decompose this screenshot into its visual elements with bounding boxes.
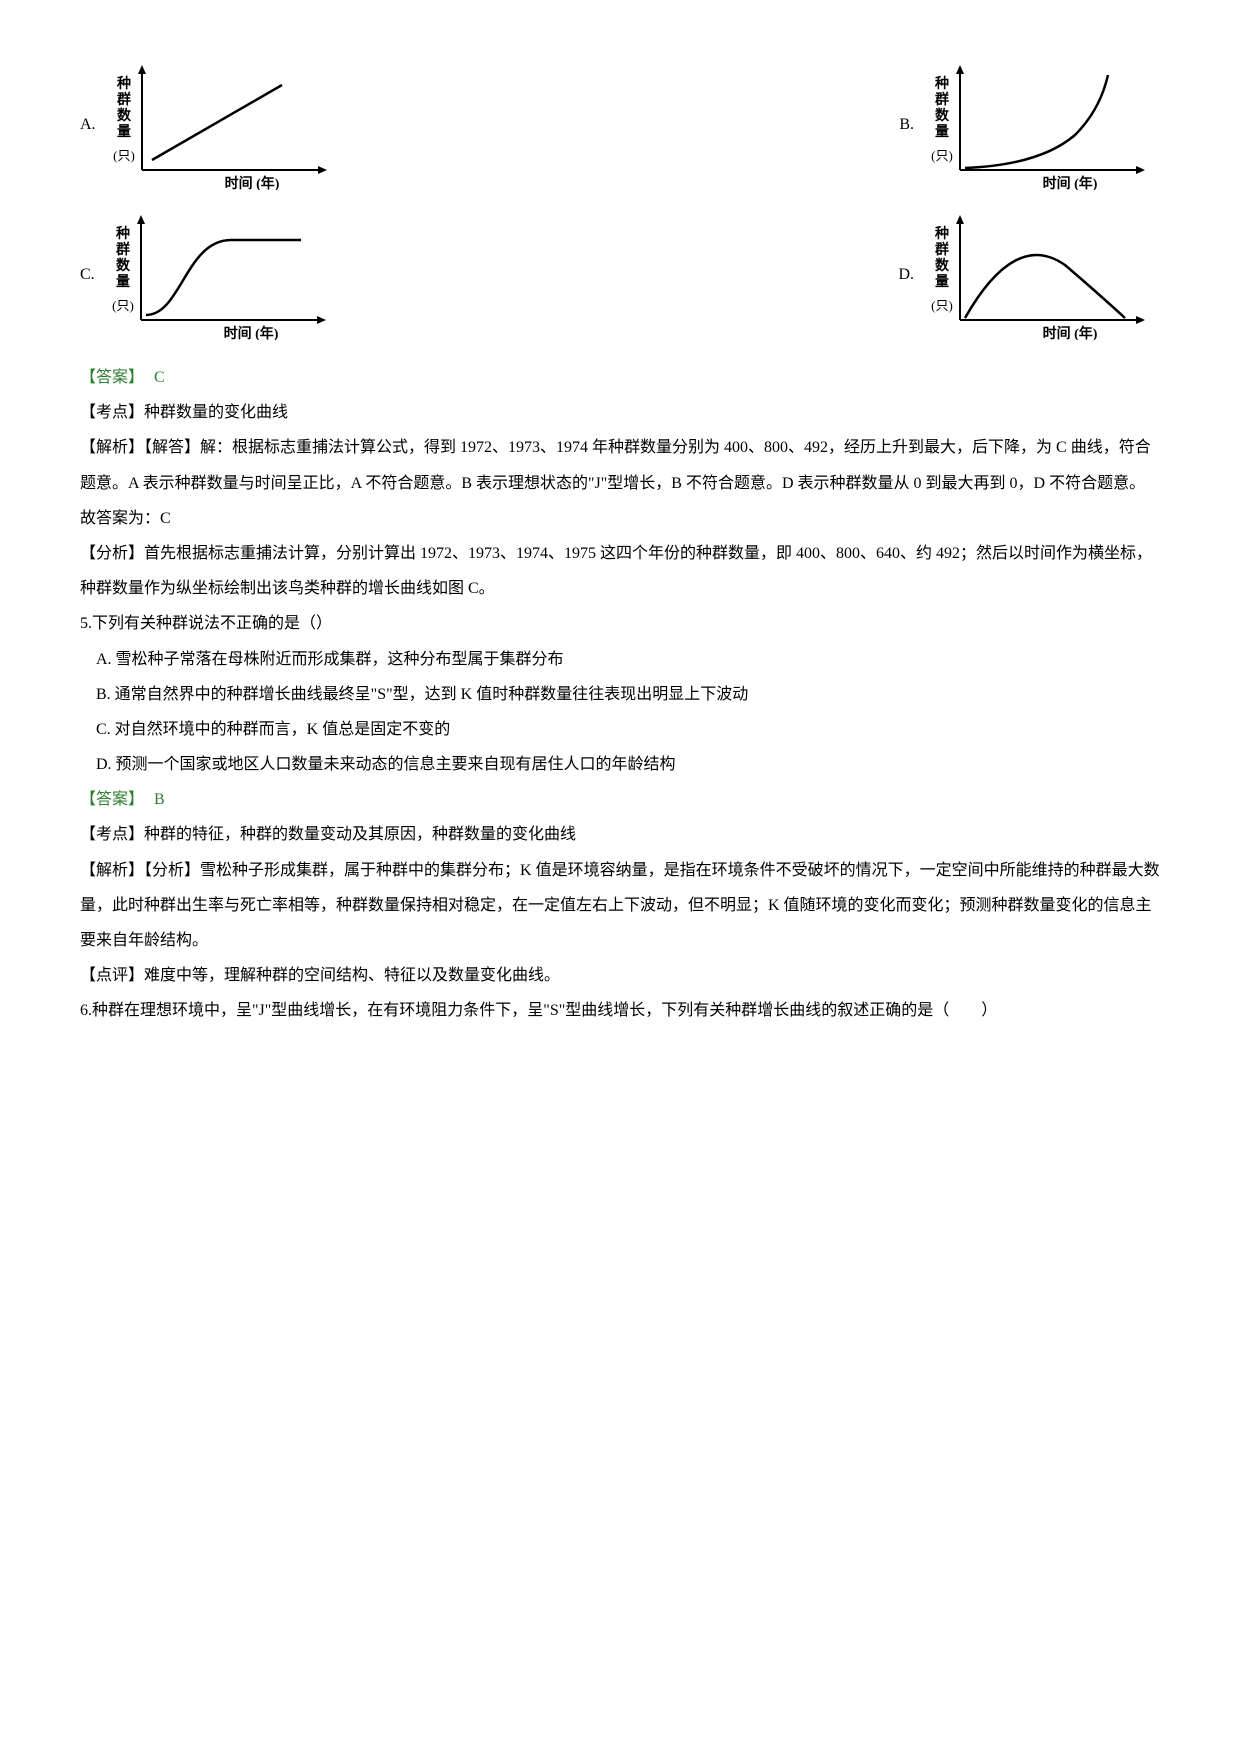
svg-text:量: 量 — [116, 274, 130, 290]
chart-c-svg: 种 群 数 量 (只) 时间 (年) — [101, 210, 341, 340]
svg-text:时间 (年): 时间 (年) — [1043, 325, 1098, 340]
q5-topic-line: 【考点】种群的特征，种群的数量变动及其原因，种群数量的变化曲线 — [80, 817, 1160, 852]
q5-answer-label: 【答案】 — [80, 791, 144, 808]
svg-text:数: 数 — [117, 107, 132, 124]
svg-text:(只): (只) — [931, 298, 953, 313]
svg-text:数: 数 — [116, 257, 131, 274]
chart-option-a: A. 种 群 数 量 (只) 时间 (年) — [80, 60, 342, 190]
q5-analysis-text: 雪松种子形成集群，属于种群中的集群分布；K 值是环境容纳量，是指在环境条件不受破… — [80, 862, 1160, 949]
option-label-b: B. — [899, 107, 914, 142]
svg-text:群: 群 — [934, 91, 949, 108]
q5-analysis-label: 【解析】【分析】 — [80, 862, 200, 879]
chart-row-1: A. 种 群 数 量 (只) 时间 (年) B. 种 群 — [80, 60, 1160, 190]
q5-option-d: D. 预测一个国家或地区人口数量未来动态的信息主要来自现有居住人口的年龄结构 — [80, 747, 1160, 782]
q4-fenxi-text: 首先根据标志重捕法计算，分别计算出 1972、1973、1974、1975 这四… — [80, 545, 1152, 597]
q5-comment-text: 难度中等，理解种群的空间结构、特征以及数量变化曲线。 — [144, 967, 560, 984]
q4-topic-label: 【考点】 — [80, 404, 144, 421]
svg-text:量: 量 — [935, 124, 949, 140]
svg-text:种: 种 — [116, 75, 131, 92]
option-label-a: A. — [80, 107, 96, 142]
svg-text:(只): (只) — [931, 148, 953, 163]
q4-fenxi-label: 【分析】 — [80, 545, 144, 562]
svg-text:群: 群 — [115, 241, 130, 258]
q5-answer-line: 【答案】 B — [80, 782, 1160, 817]
svg-text:时间 (年): 时间 (年) — [1043, 175, 1098, 190]
chart-option-b: B. 种 群 数 量 (只) 时间 (年) — [899, 60, 1160, 190]
svg-text:(只): (只) — [112, 298, 134, 313]
option-label-d: D. — [898, 257, 914, 292]
q5-topic-text: 种群的特征，种群的数量变动及其原因，种群数量的变化曲线 — [144, 826, 576, 843]
svg-text:时间 (年): 时间 (年) — [223, 325, 278, 340]
q4-conclusion: 故答案为：C — [80, 501, 1160, 536]
svg-text:数: 数 — [935, 257, 950, 274]
svg-text:量: 量 — [935, 274, 949, 290]
q5-option-b: B. 通常自然界中的种群增长曲线最终呈"S"型，达到 K 值时种群数量往往表现出… — [80, 677, 1160, 712]
q5-option-c: C. 对自然环境中的种群而言，K 值总是固定不变的 — [80, 712, 1160, 747]
svg-text:时间 (年): 时间 (年) — [224, 175, 279, 190]
q5-topic-label: 【考点】 — [80, 826, 144, 843]
q5-comment-label: 【点评】 — [80, 967, 144, 984]
chart-option-c: C. 种 群 数 量 (只) 时间 (年) — [80, 210, 341, 340]
svg-text:种: 种 — [934, 225, 949, 242]
q4-fenxi-block: 【分析】首先根据标志重捕法计算，分别计算出 1972、1973、1974、197… — [80, 536, 1160, 606]
q4-analysis-label: 【解析】【解答】 — [80, 439, 200, 456]
q4-analysis-block: 【解析】【解答】解：根据标志重捕法计算公式，得到 1972、1973、1974 … — [80, 430, 1160, 500]
chart-row-2: C. 种 群 数 量 (只) 时间 (年) D. 种 群 数 量 (只) — [80, 210, 1160, 340]
q4-answer-label: 【答案】 — [80, 369, 144, 386]
svg-text:(只): (只) — [113, 148, 135, 163]
q5-stem: 5.下列有关种群说法不正确的是（） — [80, 606, 1160, 641]
svg-text:数: 数 — [935, 107, 950, 124]
q4-topic-text: 种群数量的变化曲线 — [144, 404, 288, 421]
q5-analysis-block: 【解析】【分析】雪松种子形成集群，属于种群中的集群分布；K 值是环境容纳量，是指… — [80, 853, 1160, 959]
chart-b-svg: 种 群 数 量 (只) 时间 (年) — [920, 60, 1160, 190]
chart-option-d: D. 种 群 数 量 (只) 时间 (年) — [898, 210, 1160, 340]
svg-text:群: 群 — [934, 241, 949, 258]
q5-option-a: A. 雪松种子常落在母株附近而形成集群，这种分布型属于集群分布 — [80, 642, 1160, 677]
svg-text:群: 群 — [116, 91, 131, 108]
option-label-c: C. — [80, 257, 95, 292]
q4-answer-line: 【答案】 C — [80, 360, 1160, 395]
q4-topic-line: 【考点】种群数量的变化曲线 — [80, 395, 1160, 430]
chart-a-svg: 种 群 数 量 (只) 时间 (年) — [102, 60, 342, 190]
svg-text:种: 种 — [115, 225, 130, 242]
q5-answer-value: B — [154, 791, 165, 808]
q5-comment-line: 【点评】难度中等，理解种群的空间结构、特征以及数量变化曲线。 — [80, 958, 1160, 993]
q6-stem: 6.种群在理想环境中，呈"J"型曲线增长，在有环境阻力条件下，呈"S"型曲线增长… — [80, 993, 1160, 1028]
svg-text:量: 量 — [117, 124, 131, 140]
chart-d-svg: 种 群 数 量 (只) 时间 (年) — [920, 210, 1160, 340]
svg-text:种: 种 — [934, 75, 949, 92]
q4-analysis-text: 解：根据标志重捕法计算公式，得到 1972、1973、1974 年种群数量分别为… — [80, 439, 1151, 491]
q4-answer-value: C — [154, 369, 165, 386]
